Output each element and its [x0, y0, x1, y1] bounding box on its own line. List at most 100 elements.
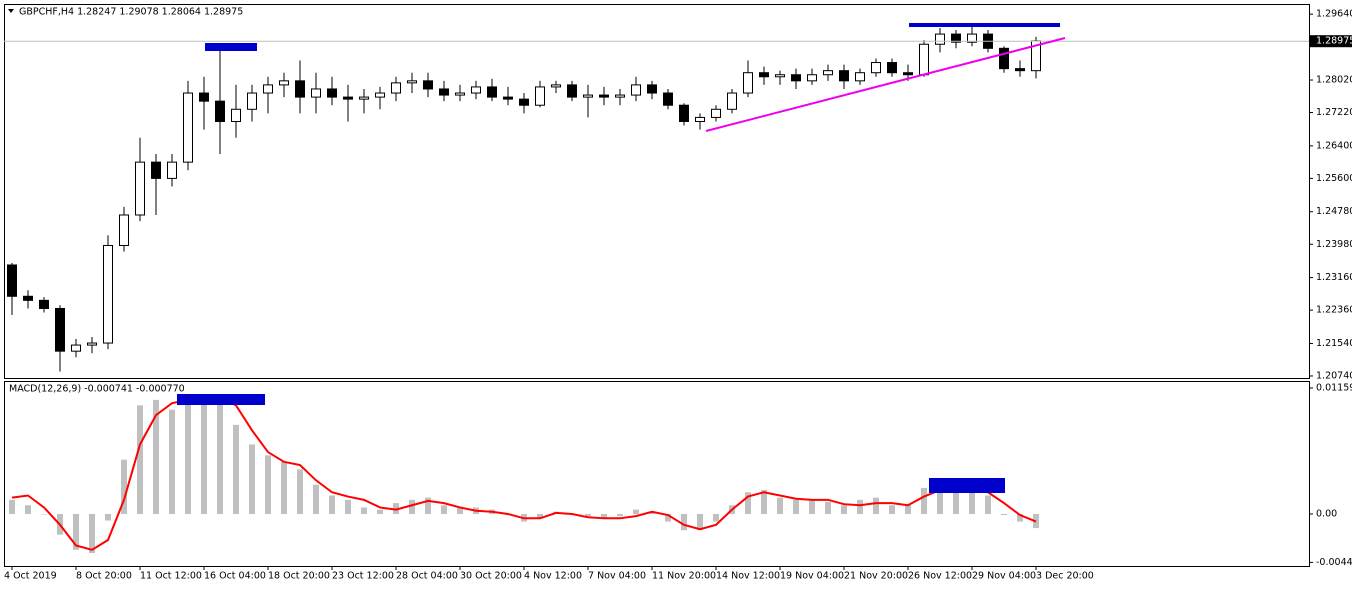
candle-body [535, 86, 545, 106]
y-tick-label: 1.25600 [1316, 173, 1352, 184]
macd-bar [377, 509, 383, 514]
y-tick-label: 1.27220 [1316, 107, 1352, 118]
macd-bar [649, 512, 655, 514]
candle-body [327, 88, 337, 98]
macd-bar [617, 513, 623, 517]
candle-body [87, 342, 97, 346]
drawn-box [205, 43, 257, 51]
x-tick-label: 19 Nov 04:00 [780, 571, 844, 582]
macd-bar [121, 459, 127, 514]
macd-bar [345, 499, 351, 514]
current-price-label: 1.28975 [1316, 36, 1352, 47]
candle-body [855, 72, 865, 82]
x-tick-label: 14 Nov 12:00 [716, 571, 780, 582]
candle-body [455, 92, 465, 96]
y-tick-label: 1.26400 [1316, 140, 1352, 151]
candle-body [343, 96, 353, 100]
candle-body [215, 100, 225, 122]
drawings [177, 23, 1066, 493]
candle-body [39, 299, 49, 309]
macd-bar [537, 513, 543, 519]
candle-body [391, 82, 401, 94]
macd-bar [905, 505, 911, 514]
macd-pane [4, 381, 1310, 567]
candle-body [231, 108, 241, 122]
candle-body [263, 84, 273, 94]
macd-bar [1001, 513, 1007, 516]
macd-bar [825, 502, 831, 514]
candle-body [695, 116, 705, 122]
macd-bar [761, 490, 767, 514]
x-tick-label: 30 Oct 20:00 [460, 571, 522, 582]
macd-bar [745, 492, 751, 514]
x-tick-label: 8 Oct 20:00 [76, 571, 132, 582]
candle-body [615, 94, 625, 98]
macd-bar [393, 503, 399, 514]
candle-body [279, 80, 289, 86]
main-pane [4, 4, 1310, 379]
macd-bar [265, 455, 271, 514]
macd-bar [793, 499, 799, 514]
candle-body [519, 98, 529, 106]
candle-body [903, 72, 913, 76]
candle-body [711, 108, 721, 118]
candle-body [631, 84, 641, 96]
chart-title: GBPCHF,H4 1.28247 1.29078 1.28064 1.2897… [19, 7, 243, 18]
x-tick-label: 4 Nov 12:00 [524, 571, 582, 582]
macd-bar [857, 499, 863, 514]
y-tick-label: 1.21540 [1316, 338, 1352, 349]
candle-body [503, 96, 513, 100]
macd-bar [585, 513, 591, 517]
x-tick-label: 11 Nov 20:00 [652, 571, 716, 582]
candle-body [887, 62, 897, 74]
candle-body [583, 94, 593, 98]
macd-bar [809, 499, 815, 514]
candle-body [119, 214, 129, 246]
candle-body [151, 161, 161, 179]
candle-body [247, 92, 257, 110]
macd-bar [169, 409, 175, 514]
candle-body [375, 92, 385, 98]
macd-bar [201, 394, 207, 514]
macd-bar [969, 484, 975, 514]
candle-body [407, 80, 417, 84]
y-tick-label: 0.011599 [1316, 382, 1352, 393]
y-tick-label: 1.23980 [1316, 239, 1352, 250]
candle-body [967, 33, 977, 43]
macd-bar [953, 490, 959, 514]
macd-bar [89, 513, 95, 554]
signal-line [11, 395, 1037, 551]
macd-bar [921, 487, 927, 514]
candle-body [935, 33, 945, 45]
macd-bar [441, 505, 447, 514]
y-tick-label: 0.00 [1316, 508, 1337, 519]
macd-bar [313, 484, 319, 514]
candle-body [359, 96, 369, 100]
candle-body [791, 74, 801, 82]
macd-bar [633, 509, 639, 514]
macd-bar [297, 469, 303, 514]
macd-bar [137, 405, 143, 514]
candle-body [663, 92, 673, 106]
x-tick-label: 4 Oct 2019 [4, 571, 57, 582]
macd-bar [681, 513, 687, 531]
x-tick-label: 28 Oct 04:00 [396, 571, 458, 582]
y-tick-label: 1.22360 [1316, 305, 1352, 316]
candle-body [775, 74, 785, 78]
macd-bar [25, 505, 31, 514]
macd-bar [249, 444, 255, 514]
macd-bar [777, 497, 783, 514]
candle-body [311, 88, 321, 98]
macd-bar [9, 499, 15, 514]
candle-body [999, 47, 1009, 70]
x-tick-label: 3 Dec 20:00 [1036, 571, 1094, 582]
macd-bar [329, 495, 335, 514]
candle-body [183, 92, 193, 163]
candle-body [135, 161, 145, 216]
macd-bar [985, 495, 991, 514]
y-tick-label: 1.20740 [1316, 370, 1352, 381]
candle-body [567, 84, 577, 98]
x-tick-label: 23 Oct 12:00 [332, 571, 394, 582]
